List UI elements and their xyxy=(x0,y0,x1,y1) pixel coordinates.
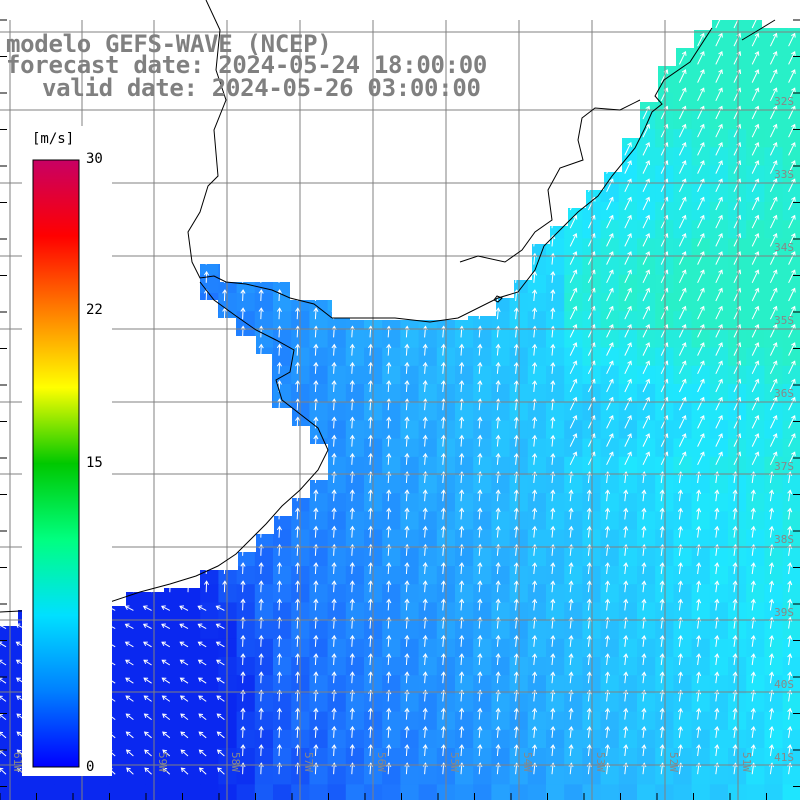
coastline xyxy=(0,0,776,613)
lat-lon-grid xyxy=(0,19,800,800)
land-mask xyxy=(0,0,800,626)
model-title: modelo GEFS-WAVE (NCEP) xyxy=(6,30,332,58)
lat-label: 40S xyxy=(774,678,794,691)
lat-label: 41S xyxy=(774,751,794,764)
colorbar-tick-15: 15 xyxy=(86,455,103,471)
valid-date: valid date: 2024-05-26 03:00:00 xyxy=(42,74,481,102)
latitude-labels: 32S 33S 34S 35S 36S 37S 38S 39S 40S 41S xyxy=(774,95,794,764)
lon-label: 55W xyxy=(448,752,461,772)
lon-label: 52W xyxy=(667,752,680,772)
lon-label: 51W xyxy=(740,752,753,772)
colorbar-tick-min: 0 xyxy=(86,759,95,775)
colorbar-gradient xyxy=(32,159,80,768)
colorbar xyxy=(22,126,112,776)
forecast-date: forecast date: 2024-05-24 18:00:00 xyxy=(6,51,488,79)
colorbar-unit: [m/s] xyxy=(32,131,75,147)
lat-label: 36S xyxy=(774,387,794,400)
lon-label: 53W xyxy=(594,752,607,772)
lat-label: 37S xyxy=(774,460,794,473)
colorbar-tick-22: 22 xyxy=(86,302,103,318)
lat-label: 39S xyxy=(774,606,794,619)
lon-label: 54W xyxy=(521,752,534,772)
lat-label: 38S xyxy=(774,533,794,546)
lat-label: 33S xyxy=(774,168,794,181)
lon-label: 59W xyxy=(156,752,169,772)
lat-label: 32S xyxy=(774,95,794,108)
lon-label: 58W xyxy=(229,752,242,772)
colorbar-tick-max: 30 xyxy=(86,151,103,167)
lat-label: 34S xyxy=(774,241,794,254)
lon-label: 56W xyxy=(375,752,388,772)
lon-label: 57W xyxy=(302,752,315,772)
lat-label: 35S xyxy=(774,314,794,327)
lon-label: 61W xyxy=(11,752,24,772)
